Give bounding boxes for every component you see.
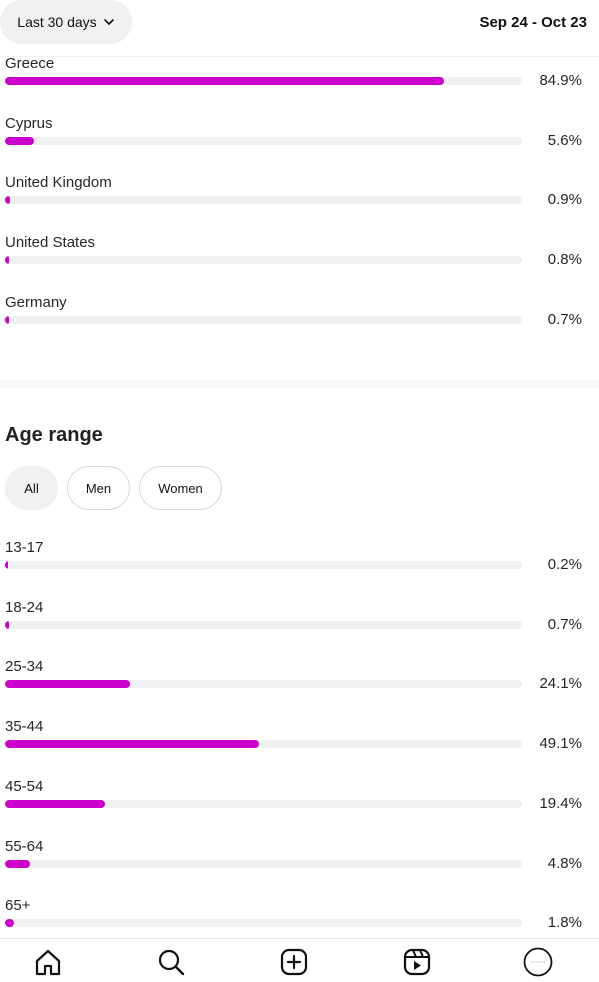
bar-fill [5,137,34,145]
age-row: 55-64 4.8% [5,838,590,898]
chip-label: Women [158,480,203,496]
age-row: 45-54 19.4% [5,778,590,838]
bar-track [5,919,522,927]
location-row: Cyprus 5.6% [5,115,590,175]
create-icon[interactable] [279,947,309,977]
bar-fill [5,561,8,569]
age-percentage: 4.8% [547,855,582,872]
age-label: 65+ [5,897,31,914]
age-label: 13-17 [5,539,44,556]
bar-fill [5,77,444,85]
section-divider [0,380,599,388]
date-range-dropdown[interactable]: Last 30 days [0,0,132,44]
bar-fill [5,316,9,324]
bar-fill [5,256,10,264]
chip-label: All [24,480,39,496]
bar-fill [5,621,9,629]
bar-fill [5,860,30,868]
section-title: Age range [5,424,103,446]
bar-track [5,800,522,808]
bar-fill [5,919,15,927]
location-row: Germany 0.7% [5,294,590,354]
bar-track [5,621,522,629]
location-label: Cyprus [5,115,53,132]
location-percentage: 0.9% [547,191,582,208]
bar-fill [5,740,259,748]
bar-track [5,740,522,748]
search-icon[interactable] [156,947,186,977]
date-range-label: Last 30 days [17,14,97,30]
age-percentage: 19.4% [539,795,582,812]
location-percentage: 5.6% [547,132,582,149]
bar-track [5,316,522,324]
filter-chip-all[interactable]: All [5,466,58,510]
bottom-nav [0,938,599,977]
filter-chip-women[interactable]: Women [139,466,222,510]
date-range-text: Sep 24 - Oct 23 [479,14,587,31]
bar-track [5,561,522,569]
location-percentage: 0.7% [547,311,582,328]
bar-fill [5,800,106,808]
location-row: United Kingdom 0.9% [5,174,590,234]
profile-avatar[interactable] [523,947,553,977]
age-percentage: 0.2% [547,556,582,573]
age-row: 35-44 49.1% [5,718,590,778]
chevron-down-icon [103,19,114,25]
bar-fill [5,196,10,204]
insights-header: Last 30 days Sep 24 - Oct 23 [0,0,599,57]
age-row: 18-24 0.7% [5,599,590,659]
age-row: 25-34 24.1% [5,658,590,718]
age-percentage: 49.1% [539,735,582,752]
bar-track [5,77,522,85]
home-icon[interactable] [33,947,63,977]
age-percentage: 0.7% [547,616,582,633]
location-label: United States [5,234,96,251]
age-row: 65+ 1.8% [5,897,590,957]
age-label: 45-54 [5,778,44,795]
age-label: 35-44 [5,718,44,735]
chip-label: Men [85,480,112,496]
age-label: 18-24 [5,599,44,616]
location-row: Greece 84.9% [5,55,590,115]
bar-track [5,137,522,145]
location-label: Greece [5,55,55,72]
reels-icon[interactable] [402,947,432,977]
bar-fill [5,680,130,688]
age-label: 55-64 [5,838,44,855]
age-percentage: 24.1% [539,675,582,692]
age-label: 25-34 [5,658,44,675]
bar-track [5,860,522,868]
location-percentage: 0.8% [547,251,582,268]
bar-track [5,680,522,688]
age-percentage: 1.8% [547,914,582,931]
filter-chip-men[interactable]: Men [67,466,130,510]
location-label: Germany [5,294,67,311]
bar-track [5,256,522,264]
location-label: United Kingdom [5,174,112,191]
location-percentage: 84.9% [539,72,582,89]
bar-track [5,196,522,204]
age-row: 13-17 0.2% [5,539,590,599]
location-row: United States 0.8% [5,234,590,294]
